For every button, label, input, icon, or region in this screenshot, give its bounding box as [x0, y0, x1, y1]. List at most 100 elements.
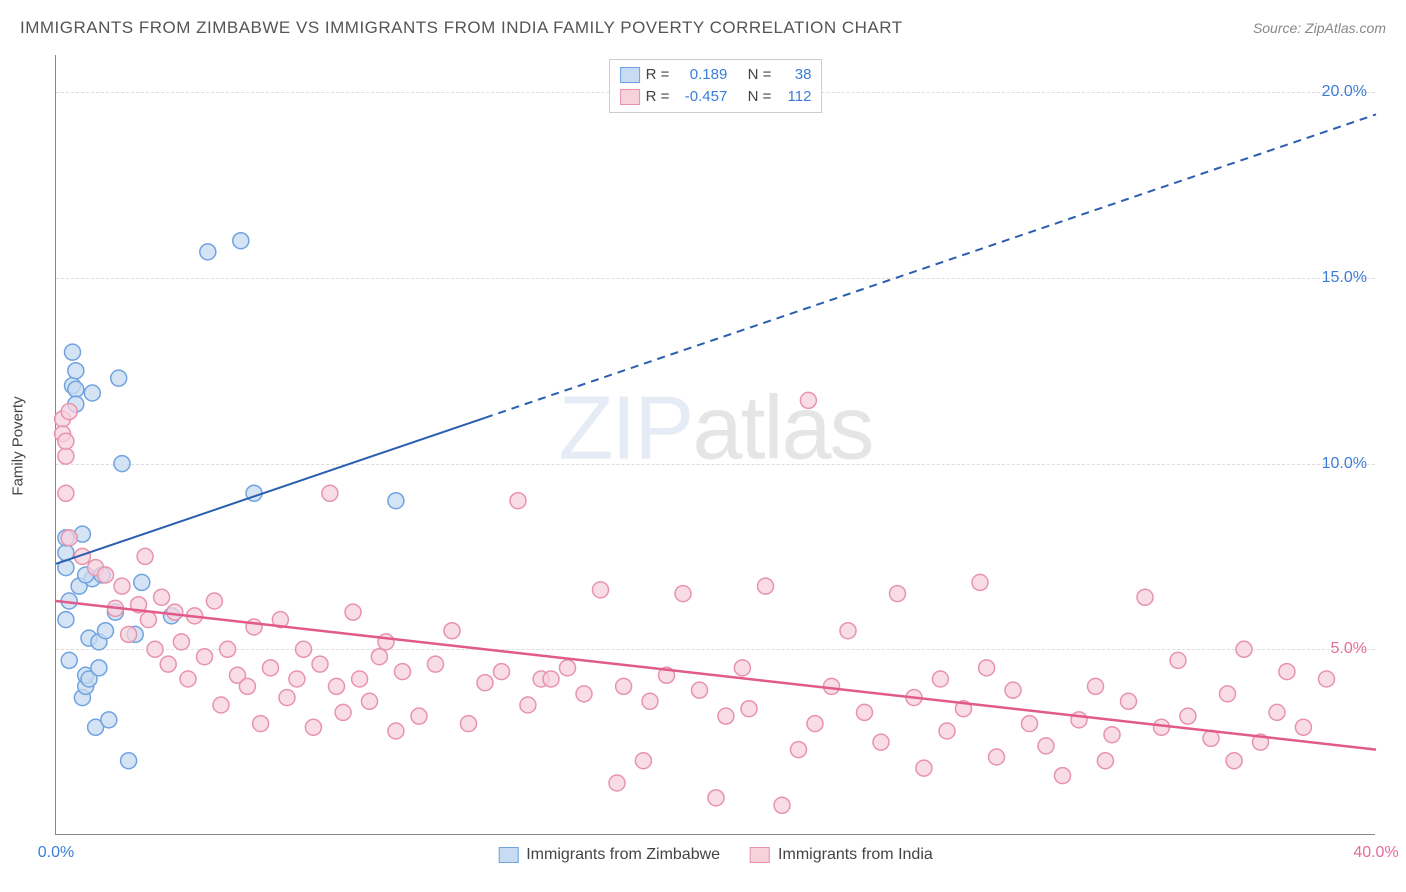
data-point [840, 623, 856, 639]
data-point [167, 604, 183, 620]
trend-line [56, 418, 485, 564]
data-point [335, 704, 351, 720]
data-point [1137, 589, 1153, 605]
x-tick-label: 40.0% [1353, 844, 1398, 862]
data-point [857, 704, 873, 720]
data-point [1121, 693, 1137, 709]
data-point [939, 723, 955, 739]
data-point [411, 708, 427, 724]
data-point [140, 612, 156, 628]
data-point [1170, 652, 1186, 668]
data-point [758, 578, 774, 594]
stat-value-r: -0.457 [675, 86, 727, 108]
data-point [692, 682, 708, 698]
data-point [329, 678, 345, 694]
data-point [296, 641, 312, 657]
data-point [543, 671, 559, 687]
data-point [972, 574, 988, 590]
stat-label-n: N = [748, 64, 772, 86]
data-point [642, 693, 658, 709]
data-point [200, 244, 216, 260]
data-point [121, 626, 137, 642]
data-point [388, 723, 404, 739]
data-point [1295, 719, 1311, 735]
data-point [675, 586, 691, 602]
data-point [154, 589, 170, 605]
data-point [635, 753, 651, 769]
data-point [220, 641, 236, 657]
data-point [494, 664, 510, 680]
source-credit: Source: ZipAtlas.com [1253, 20, 1386, 36]
data-point [114, 578, 130, 594]
data-point [305, 719, 321, 735]
data-point [134, 574, 150, 590]
trend-line-dashed [485, 114, 1376, 417]
data-point [1319, 671, 1335, 687]
data-point [1226, 753, 1242, 769]
data-point [873, 734, 889, 750]
data-point [114, 456, 130, 472]
correlation-legend: R =0.189 N =38R =-0.457 N =112 [609, 59, 823, 113]
stat-label-n: N = [748, 86, 772, 108]
data-point [68, 381, 84, 397]
data-point [1038, 738, 1054, 754]
legend-swatch [620, 89, 640, 105]
data-point [1279, 664, 1295, 680]
data-point [616, 678, 632, 694]
data-point [58, 612, 74, 628]
data-point [173, 634, 189, 650]
data-point [91, 660, 107, 676]
x-tick-label: 0.0% [38, 844, 74, 862]
data-point [1220, 686, 1236, 702]
data-point [560, 660, 576, 676]
data-point [1097, 753, 1113, 769]
header: IMMIGRANTS FROM ZIMBABWE VS IMMIGRANTS F… [20, 18, 1386, 38]
series-legend: Immigrants from Zimbabwe Immigrants from … [498, 846, 933, 864]
data-point [239, 678, 255, 694]
data-point [1104, 727, 1120, 743]
data-point [800, 392, 816, 408]
data-point [1236, 641, 1252, 657]
data-point [1005, 682, 1021, 698]
chart-title: IMMIGRANTS FROM ZIMBABWE VS IMMIGRANTS F… [20, 18, 903, 38]
data-point [101, 712, 117, 728]
data-point [137, 548, 153, 564]
legend-series-item: Immigrants from India [750, 846, 933, 864]
data-point [807, 716, 823, 732]
legend-swatch [750, 847, 770, 863]
data-point [61, 652, 77, 668]
legend-swatch [498, 847, 518, 863]
data-point [160, 656, 176, 672]
legend-series-item: Immigrants from Zimbabwe [498, 846, 720, 864]
data-point [428, 656, 444, 672]
stat-label-r: R = [646, 86, 670, 108]
legend-series-label: Immigrants from Zimbabwe [526, 846, 720, 864]
data-point [111, 370, 127, 386]
data-point [741, 701, 757, 717]
data-point [1269, 704, 1285, 720]
data-point [1022, 716, 1038, 732]
data-point [352, 671, 368, 687]
data-point [68, 363, 84, 379]
data-point [979, 660, 995, 676]
data-point [371, 649, 387, 665]
data-point [58, 485, 74, 501]
data-point [718, 708, 734, 724]
data-point [84, 385, 100, 401]
data-point [289, 671, 305, 687]
data-point [444, 623, 460, 639]
y-axis-label: Family Poverty [10, 396, 27, 495]
data-point [121, 753, 137, 769]
data-point [98, 567, 114, 583]
stat-value-n: 38 [777, 64, 811, 86]
data-point [916, 760, 932, 776]
legend-swatch [620, 67, 640, 83]
data-point [477, 675, 493, 691]
data-point [253, 716, 269, 732]
data-point [213, 697, 229, 713]
data-point [58, 433, 74, 449]
data-point [180, 671, 196, 687]
data-point [1088, 678, 1104, 694]
data-point [388, 493, 404, 509]
data-point [520, 697, 536, 713]
